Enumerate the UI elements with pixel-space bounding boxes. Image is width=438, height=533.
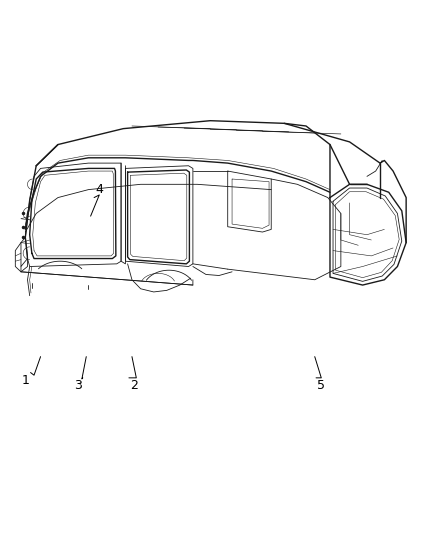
- Text: 2: 2: [130, 379, 138, 392]
- Text: 4: 4: [95, 183, 103, 196]
- Text: 5: 5: [317, 379, 325, 392]
- Text: 1: 1: [21, 374, 29, 387]
- Text: 3: 3: [74, 379, 81, 392]
